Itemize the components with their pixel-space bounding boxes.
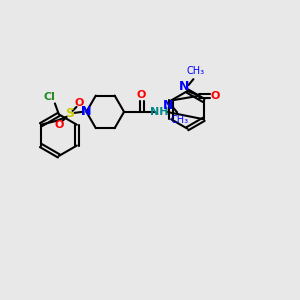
- Text: O: O: [75, 98, 84, 108]
- Text: N: N: [163, 99, 173, 112]
- Text: S: S: [65, 107, 74, 120]
- Text: CH₃: CH₃: [186, 66, 205, 76]
- Text: O: O: [210, 91, 220, 101]
- Text: Cl: Cl: [43, 92, 55, 102]
- Text: N: N: [81, 105, 92, 119]
- Text: O: O: [136, 90, 146, 100]
- Text: O: O: [55, 120, 64, 130]
- Text: N: N: [179, 80, 190, 93]
- Text: N: N: [81, 105, 92, 119]
- Text: NH: NH: [151, 107, 169, 117]
- Text: CH₃: CH₃: [170, 115, 188, 125]
